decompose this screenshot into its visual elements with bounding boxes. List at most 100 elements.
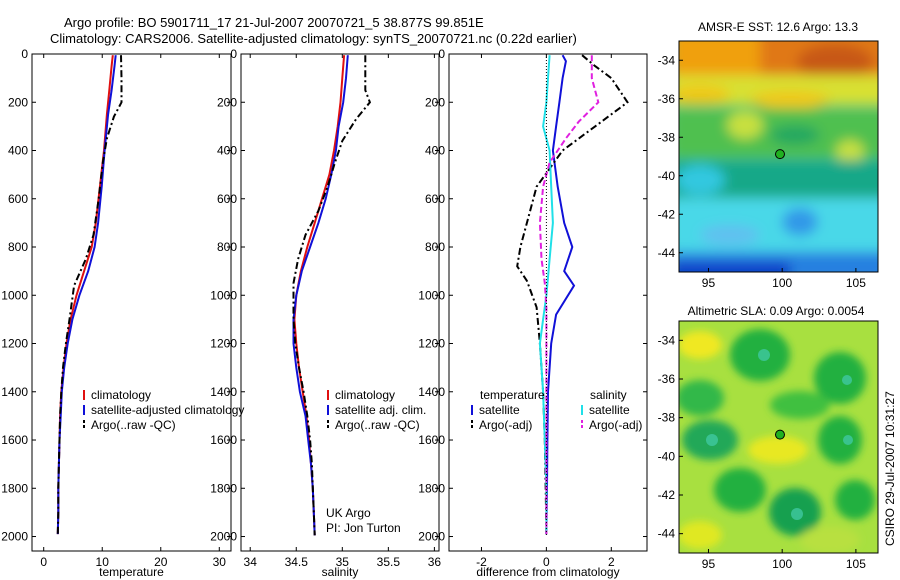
series-line — [538, 55, 600, 535]
x-tick-label: 95 — [702, 557, 716, 571]
y-tick-label: 600 — [425, 192, 445, 206]
y-tick-label: 1400 — [418, 385, 445, 399]
series-line — [538, 55, 554, 535]
x-tick-label: 105 — [846, 276, 866, 290]
y-tick-label: 400 — [425, 144, 445, 158]
y-tick-label: -34 — [658, 53, 676, 67]
legend-entry: Argo(-adj) — [479, 418, 532, 432]
x-tick-label: 35 — [336, 555, 350, 569]
sst-map-panel: AMSR-E SST: 12.6 Argo: 13.3 — [658, 20, 879, 290]
y-tick-label: 1600 — [1, 433, 28, 447]
y-tick-label: 1600 — [210, 433, 237, 447]
y-tick-label: 200 — [8, 95, 28, 109]
x-axis-label: salinity — [322, 565, 359, 579]
y-tick-label: 1200 — [1, 337, 28, 351]
y-tick-label: 400 — [8, 144, 28, 158]
y-tick-label: 800 — [425, 240, 445, 254]
series-line — [545, 54, 576, 535]
series-line — [56, 55, 114, 535]
series-line — [56, 55, 123, 535]
timestamp-side-label: CSIRO 29-Jul-2007 10:31:27 — [883, 391, 897, 546]
x-tick-label: 100 — [772, 557, 792, 571]
legend-group-header: salinity — [590, 388, 627, 402]
y-tick-label: 1800 — [1, 481, 28, 495]
sla-map-image — [679, 321, 878, 553]
y-tick-label: 0 — [438, 47, 445, 61]
y-tick-label: 1200 — [210, 337, 237, 351]
y-tick-label: 2000 — [1, 530, 28, 544]
legend-entry: Argo(..raw -QC) — [91, 418, 176, 432]
y-tick-label: 1800 — [210, 481, 237, 495]
legend-entry: satellite adj. clim. — [335, 403, 426, 417]
axes-box — [448, 53, 648, 552]
x-tick-label: 0 — [40, 555, 47, 569]
y-tick-label: -34 — [658, 333, 676, 347]
x-tick-label: 95 — [702, 276, 716, 290]
figure-title-line2: Climatology: CARS2006. Satellite-adjuste… — [50, 31, 577, 46]
y-tick-label: 0 — [21, 47, 28, 61]
legend-entry: satellite — [589, 403, 630, 417]
series-line — [293, 55, 346, 536]
x-tick-label: 100 — [772, 276, 792, 290]
legend-entry: satellite-adjusted climatology — [91, 403, 244, 417]
y-tick-label: 400 — [217, 144, 237, 158]
y-tick-label: 2000 — [418, 530, 445, 544]
y-tick-label: 200 — [425, 95, 445, 109]
y-tick-label: 1400 — [210, 385, 237, 399]
x-axis-label: difference from climatology — [476, 565, 619, 579]
x-tick-label: 36 — [428, 555, 442, 569]
x-tick-label: 30 — [213, 555, 227, 569]
x-tick-label: 34.5 — [285, 555, 309, 569]
figure-title-line1: Argo profile: BO 5901711_17 21-Jul-2007 … — [64, 15, 484, 30]
series-line — [292, 55, 372, 536]
y-tick-label: 1200 — [418, 337, 445, 351]
y-tick-label: 1800 — [418, 481, 445, 495]
y-tick-label: -42 — [658, 207, 676, 221]
x-tick-label: 35.5 — [377, 555, 401, 569]
x-axis-label: temperature — [99, 565, 164, 579]
y-tick-label: 800 — [8, 240, 28, 254]
panel-annotation: PI: Jon Turton — [326, 521, 401, 535]
series-lines — [516, 54, 629, 537]
y-tick-label: 1400 — [1, 385, 28, 399]
y-tick-label: -40 — [658, 449, 676, 463]
panel-annotation: UK Argo — [326, 506, 371, 520]
y-tick-label: 1600 — [418, 433, 445, 447]
x-tick-label: 34 — [244, 555, 258, 569]
y-tick-label: -40 — [658, 169, 676, 183]
legend-entry: Argo(-adj) — [589, 418, 642, 432]
sla-map-title: Altimetric SLA: 0.09 Argo: 0.0054 — [688, 304, 865, 318]
series-lines — [56, 55, 123, 535]
y-tick-label: 2000 — [210, 530, 237, 544]
y-tick-label: 1000 — [418, 288, 445, 302]
legend-entry: satellite — [479, 403, 520, 417]
y-tick-label: -36 — [658, 92, 676, 106]
x-tick-label: 0 — [543, 555, 550, 569]
axes-box — [240, 53, 440, 552]
y-tick-label: 1000 — [210, 288, 237, 302]
temperature-profile-panel: 0 10 20 30 0 200 400 600 800 1000 1200 1400 1600 1800… — [1, 47, 244, 579]
legend-entry: Argo(..raw -QC) — [335, 418, 420, 432]
y-tick-label: -38 — [658, 130, 676, 144]
argo-position-marker — [774, 429, 785, 440]
y-tick-label: 200 — [217, 95, 237, 109]
y-tick-label: -44 — [658, 527, 676, 541]
y-tick-label: -42 — [658, 488, 676, 502]
x-tick-label: 105 — [846, 557, 866, 571]
axes-box — [31, 53, 232, 552]
y-tick-label: -38 — [658, 411, 676, 425]
y-tick-label: 0 — [230, 47, 237, 61]
salinity-profile-panel: 34 34.5 35 35.5 36 0 200 400 600 800 1000 1200 1400 1… — [210, 47, 441, 579]
y-tick-label: 600 — [8, 192, 28, 206]
x-tick-label: 20 — [154, 555, 168, 569]
series-line — [516, 54, 629, 535]
difference-profile-panel: -2 0 2 0 200 400 600 800 1000 1200 1400 1600 1800 200… — [418, 47, 648, 579]
legend-group-header: temperature — [480, 388, 545, 402]
y-tick-label: -44 — [658, 246, 676, 260]
legend-entry: climatology — [335, 388, 395, 402]
legend-entry: climatology — [91, 388, 151, 402]
x-tick-label: -2 — [476, 555, 487, 569]
y-tick-label: 1000 — [1, 288, 28, 302]
series-line — [56, 55, 117, 535]
